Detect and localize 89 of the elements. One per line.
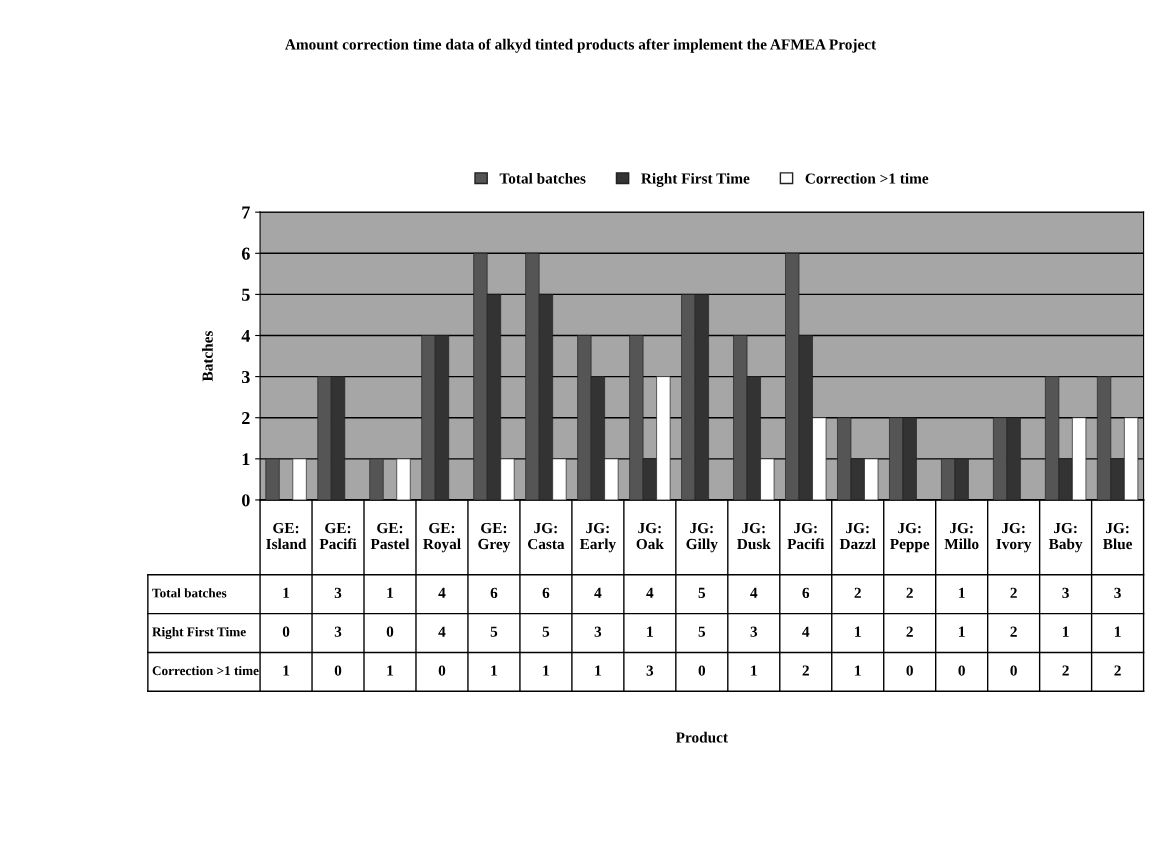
data-label: 4 [802, 626, 810, 637]
data-label: 1 [959, 587, 965, 598]
x-tick-label: JG: Pacifi [787, 522, 825, 550]
x-tick-label: JG: Dazzl [839, 522, 876, 550]
data-label: 3 [334, 626, 342, 637]
data-label: 2 [906, 587, 913, 598]
y-tick-label: 0 [242, 494, 250, 507]
x-tick-label: JG: Baby [1048, 522, 1083, 553]
y-tick-label: 3 [241, 370, 250, 384]
x-tick-label: JG: Dusk [737, 522, 771, 550]
text: Total batches [152, 588, 227, 598]
bar [265, 458, 280, 500]
y-tick-label: 5 [242, 288, 250, 301]
y-tick-label: 2 [242, 412, 250, 424]
x-tick-label: JG: Millo [944, 522, 979, 550]
data-label: 1 [647, 626, 653, 637]
legend-label: Correction >1 time [805, 172, 929, 184]
data-label: 0 [906, 665, 913, 676]
data-label: 5 [542, 626, 550, 637]
data-label: 4 [594, 587, 602, 598]
x-tick-label: JG: Early [579, 522, 616, 553]
data-label: 0 [1010, 665, 1017, 676]
data-label: 6 [490, 587, 498, 599]
y-tick-label: 7 [242, 206, 250, 219]
x-tick-label: JG: Ivory [996, 522, 1032, 553]
data-label: 3 [646, 665, 654, 676]
x-tick-label: JG: Blue [1103, 522, 1133, 550]
data-label: 5 [490, 626, 498, 637]
data-label: 3 [750, 626, 758, 637]
data-label: 0 [698, 665, 706, 676]
data-label: 4 [646, 587, 654, 598]
data-label: 6 [542, 587, 550, 599]
y-tick-label: 6 [241, 247, 250, 260]
text: Correction >1 time [152, 665, 259, 676]
data-label: 1 [1115, 626, 1121, 637]
y-axis-title: Batches [202, 330, 213, 382]
data-label: 0 [334, 665, 342, 676]
data-label: 1 [491, 665, 497, 676]
x-tick-label: GE: Pacifi [319, 522, 357, 550]
data-label: 3 [1114, 587, 1121, 599]
data-label: 0 [282, 626, 290, 637]
x-tick-label: GE: Grey [478, 522, 511, 553]
data-label: 5 [698, 587, 706, 599]
data-label: 5 [698, 626, 706, 637]
data-label: 1 [543, 665, 549, 676]
y-tick-label: 4 [241, 329, 251, 342]
data-label: 4 [438, 626, 446, 637]
x-tick-label: JG: Oak [636, 522, 664, 550]
text: Product [675, 731, 728, 743]
text: Right First Time [152, 626, 246, 640]
data-label: 1 [283, 665, 290, 676]
data-label: 2 [1010, 626, 1017, 637]
data-label: 1 [855, 665, 861, 676]
y-tick-label: 1 [242, 453, 250, 466]
data-label: 3 [594, 626, 602, 637]
data-label: 1 [595, 665, 601, 676]
x-tick-label: JG: Casta [527, 522, 565, 550]
data-label: 4 [438, 587, 446, 598]
data-label: 1 [959, 626, 965, 637]
legend-label: Right First Time [641, 172, 750, 187]
data-label: 3 [334, 587, 342, 599]
data-label: 1 [855, 626, 861, 637]
data-label: 2 [854, 587, 861, 598]
data-label: 2 [1114, 665, 1121, 676]
data-label: 4 [750, 587, 758, 598]
data-label: 1 [387, 665, 394, 676]
data-label: 0 [958, 665, 965, 676]
data-label: 6 [802, 587, 810, 599]
legend-label: Total batches [499, 172, 586, 184]
data-label: 1 [283, 587, 290, 598]
x-tick-label: GE: Island [266, 522, 307, 550]
x-tick-label: JG: Peppe [890, 522, 930, 553]
data-label: 2 [802, 665, 809, 676]
bar [292, 458, 307, 500]
data-label: 3 [1062, 587, 1069, 599]
chart-title: Amount correction time data of alkyd tinted products after implement the AFMEA Project [285, 38, 877, 53]
x-tick-label: JG: Gilly [686, 522, 718, 553]
data-label: 2 [1010, 587, 1017, 598]
x-tick-label: GE: Pastel [370, 522, 410, 550]
data-label: 2 [1062, 665, 1069, 676]
data-label: 1 [387, 587, 394, 598]
x-tick-label: GE: Royal [423, 522, 461, 553]
data-label: 0 [386, 626, 394, 637]
data-label: 1 [1063, 626, 1069, 637]
data-label: 1 [751, 665, 757, 676]
data-label: 0 [438, 665, 446, 676]
data-label: 2 [906, 626, 913, 637]
bar [396, 458, 411, 500]
bar [369, 458, 384, 500]
